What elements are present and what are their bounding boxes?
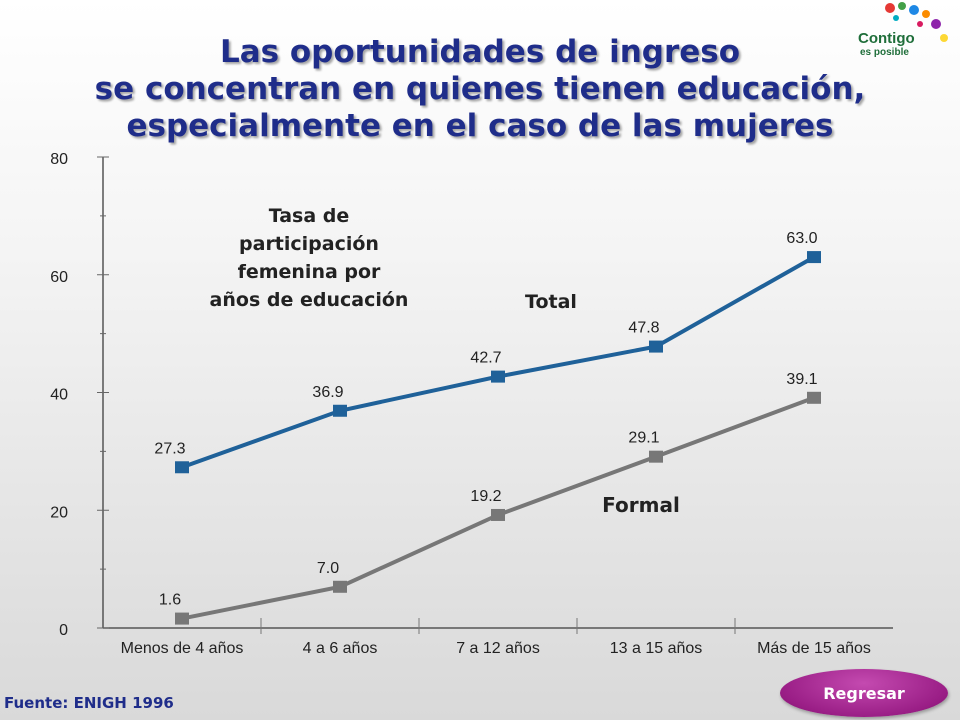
title-line-3: especialmente en el caso de las mujeres — [126, 108, 834, 144]
annotation-line-3: femenina por — [238, 261, 381, 283]
data-label: 42.7 — [470, 350, 501, 367]
data-point-formal — [649, 450, 663, 463]
data-label: 63.0 — [786, 230, 817, 247]
y-tick-label: 40 — [50, 387, 68, 404]
title-line-2: se concentran en quienes tienen educació… — [94, 71, 866, 107]
x-tick-label: 4 a 6 años — [303, 640, 378, 657]
series-label-formal: Formal — [602, 493, 680, 517]
data-label: 47.8 — [628, 320, 659, 337]
y-tick-label: 0 — [59, 622, 68, 639]
chart-labels: 27.3 36.9 42.7 47.8 63.0 1.6 7.0 19.2 29.1 39.1 — [154, 230, 817, 608]
logo-text: Contigo — [858, 30, 915, 47]
data-point-formal — [175, 612, 189, 625]
title-line-1: Las oportunidades de ingreso — [219, 34, 741, 70]
data-point-total — [333, 404, 347, 417]
logo-subtext: es posible — [860, 47, 909, 58]
data-point-total — [491, 370, 505, 383]
data-point-total — [807, 251, 821, 264]
annotation-line-1: Tasa de — [269, 205, 350, 227]
x-tick-label: Menos de 4 años — [121, 640, 244, 657]
x-tick-label: 13 a 15 años — [610, 640, 703, 657]
y-tick-label: 20 — [50, 504, 68, 521]
data-point-formal — [491, 508, 505, 521]
data-point-formal — [807, 391, 821, 404]
data-label: 7.0 — [317, 560, 339, 577]
data-label: 39.1 — [786, 371, 817, 388]
data-label: 1.6 — [159, 592, 181, 609]
y-tick-label: 60 — [50, 269, 68, 286]
x-tick-label: Más de 15 años — [757, 640, 871, 657]
hands-logo-icon — [850, 0, 960, 70]
data-point-total — [175, 461, 189, 474]
data-point-total — [649, 340, 663, 353]
series-label-total: Total — [525, 291, 577, 313]
x-tick-label: 7 a 12 años — [456, 640, 540, 657]
data-label: 27.3 — [154, 440, 185, 457]
annotation-line-2: participación — [239, 233, 379, 255]
series-line-formal — [181, 395, 815, 621]
chart-series — [175, 251, 821, 625]
back-button[interactable]: Regresar — [780, 669, 948, 717]
data-label: 29.1 — [628, 430, 659, 447]
data-label: 36.9 — [312, 384, 343, 401]
page-title: Las oportunidades de ingreso se concentr… — [0, 34, 960, 145]
annotation-line-4: años de educación — [210, 289, 409, 311]
data-point-formal — [333, 580, 347, 593]
y-tick-label: 80 — [50, 151, 68, 168]
chart-axes: 0 20 40 60 80 Menos de 4 años 4 a 6 años 7 a 12… — [50, 151, 893, 657]
source-note: Fuente: ENIGH 1996 — [4, 694, 174, 712]
data-label: 19.2 — [470, 488, 501, 505]
